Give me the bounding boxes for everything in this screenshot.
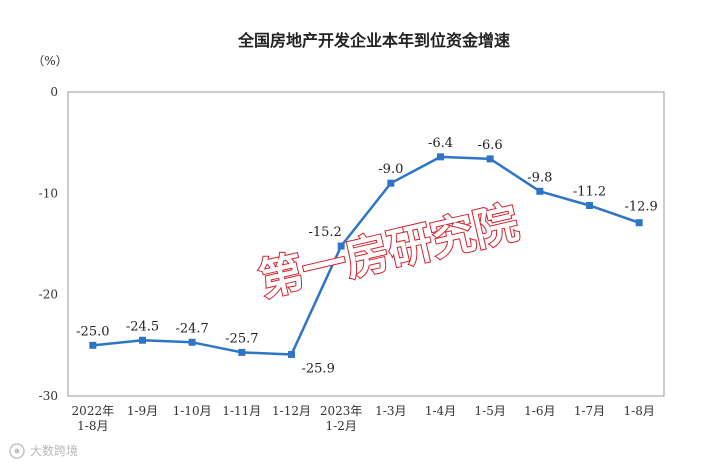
watermark: 第一房研究院: [254, 197, 523, 306]
data-label: -12.9: [624, 200, 657, 215]
data-point: [635, 219, 643, 227]
data-point: [586, 201, 593, 209]
x-tick-label: 1-8月: [624, 404, 655, 418]
y-tick-label: 0: [50, 85, 58, 99]
chart-title: 全国房地产开发企业本年到位资金增速: [237, 31, 510, 50]
series-line: [89, 153, 643, 358]
x-tick-label: 2023年 1-2月: [320, 404, 363, 433]
data-point: [288, 350, 295, 358]
data-point: [486, 155, 494, 163]
plot-frame: [67, 91, 665, 397]
data-label: -9.8: [527, 170, 552, 185]
x-tick-label: 1-9月: [127, 404, 158, 418]
data-label: -25.7: [225, 331, 258, 346]
data-point: [139, 336, 146, 344]
x-tick-label: 1-11月: [222, 404, 261, 418]
x-tick-label: 1-7月: [574, 404, 605, 418]
data-point: [437, 153, 444, 161]
data-point: [89, 341, 97, 349]
data-label: -6.6: [478, 138, 503, 153]
data-label: -6.4: [428, 136, 453, 151]
data-label: -9.0: [378, 162, 403, 177]
data-label: -25.9: [302, 361, 335, 376]
x-tick-label: 2022年 1-8月: [72, 404, 115, 433]
data-point: [188, 338, 196, 346]
y-tick-label: -20: [39, 288, 58, 302]
data-point: [536, 187, 544, 195]
data-point: [337, 242, 345, 250]
data-point: [238, 348, 246, 356]
x-tick-label: 1-5月: [475, 404, 506, 418]
y-axis-unit: （%）: [32, 54, 67, 68]
x-tick-label: 1-10月: [173, 404, 212, 418]
data-labels: -25.0 -24.5 -24.7 -25.7 -25.9 -15.2 -9.0 -6.4 -6…: [76, 136, 658, 377]
x-tick-label: 1-3月: [375, 404, 406, 418]
y-axis: 0 -10 -20 -30: [39, 85, 58, 403]
data-point: [387, 179, 395, 187]
watermark-logo-icon: [9, 443, 25, 459]
y-tick-label: -10: [39, 186, 58, 200]
watermark-logo-text: 大数跨境: [30, 443, 78, 458]
x-axis: 2022年 1-8月 1-9月 1-10月 1-11月 1-12月 2023年 1-2月 1-3…: [72, 404, 655, 433]
series-path: [92, 155, 640, 356]
x-tick-label: 1-12月: [272, 404, 311, 418]
data-label: -15.2: [308, 225, 341, 240]
data-label: -24.5: [126, 319, 159, 334]
y-tick-label: -30: [39, 389, 58, 403]
data-label: -25.0: [76, 324, 109, 339]
data-label: -11.2: [573, 184, 606, 199]
x-tick-label: 1-6月: [524, 404, 555, 418]
data-label: -24.7: [175, 321, 208, 336]
x-tick-label: 1-4月: [425, 404, 456, 418]
